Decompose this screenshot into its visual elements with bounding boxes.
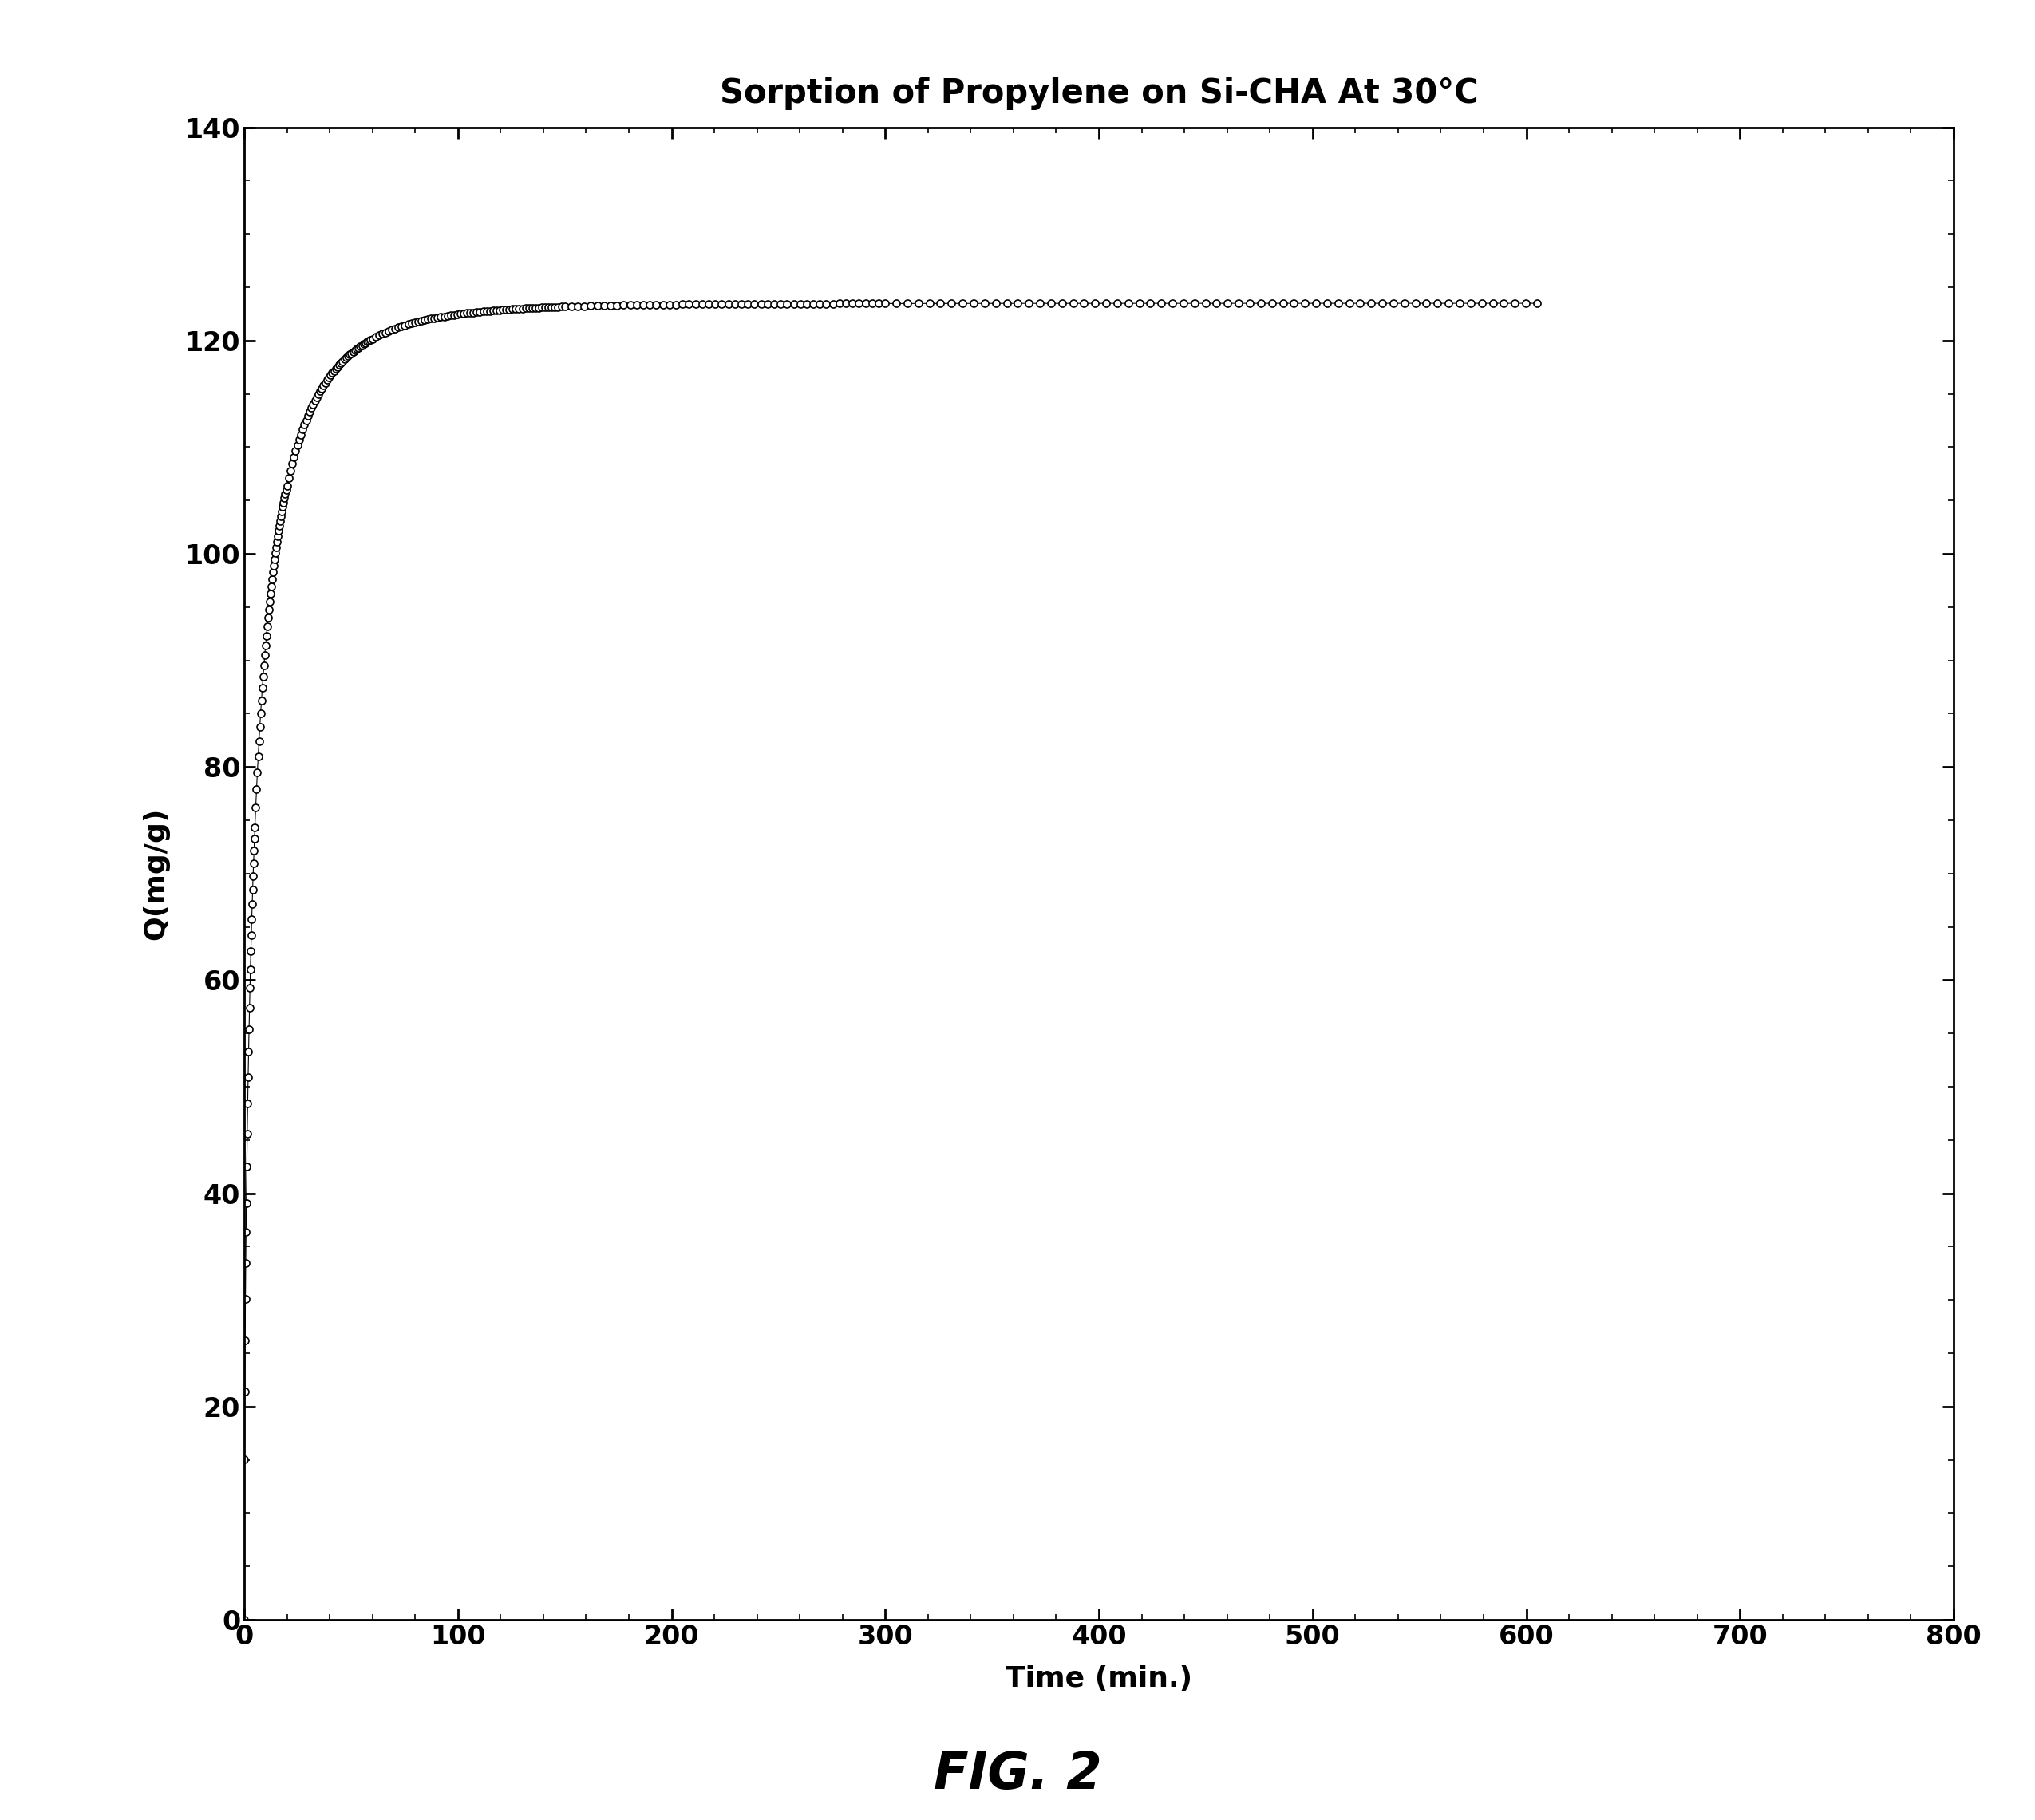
X-axis label: Time (min.): Time (min.)	[1005, 1665, 1193, 1693]
Title: Sorption of Propylene on Si-CHA At 30°C: Sorption of Propylene on Si-CHA At 30°C	[720, 76, 1477, 111]
Y-axis label: Q(mg/g): Q(mg/g)	[142, 808, 169, 939]
Text: FIG. 2: FIG. 2	[934, 1749, 1101, 1800]
